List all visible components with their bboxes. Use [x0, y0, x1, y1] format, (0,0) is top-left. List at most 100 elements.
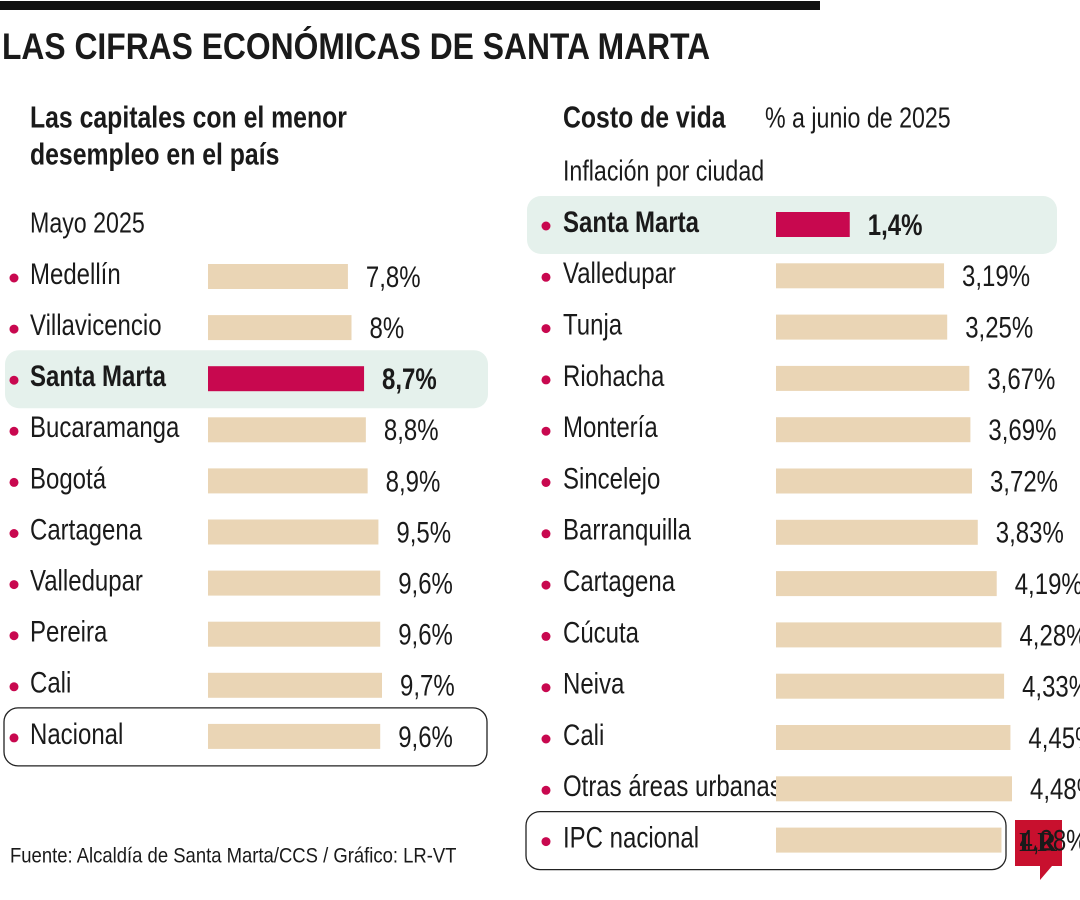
category-label: Otras áreas urbanas [563, 769, 782, 803]
bar [776, 417, 971, 443]
main-title: LAS CIFRAS ECONÓMICAS DE SANTA MARTA [2, 24, 710, 67]
value-label: 9,7% [400, 668, 455, 702]
value-label: 4,19% [1015, 566, 1080, 600]
bar [776, 314, 948, 340]
category-label: Santa Marta [563, 204, 700, 238]
category-label: Nacional [30, 716, 123, 750]
value-label: 8,7% [382, 362, 437, 396]
bullet [541, 221, 551, 231]
value-label: 7,8% [366, 259, 421, 293]
bar [208, 417, 366, 443]
bullet [541, 529, 551, 539]
category-label: Sincelejo [563, 461, 660, 495]
category-label: Cali [563, 717, 604, 751]
category-label: Bogotá [30, 461, 107, 495]
category-label: Cali [30, 665, 71, 699]
value-label: 4,48% [1030, 772, 1080, 806]
bar [208, 315, 352, 341]
value-label: 9,6% [398, 566, 453, 600]
category-label: Valledupar [30, 563, 143, 597]
logo [1015, 820, 1062, 880]
bar [776, 519, 978, 545]
bar [208, 519, 379, 545]
bullet [541, 631, 551, 641]
value-label: 8,9% [386, 464, 441, 498]
bullet [9, 477, 19, 487]
chart-subtitle: Inflación por ciudad [563, 154, 764, 187]
category-label: Cartagena [563, 563, 676, 597]
logo-badge [1015, 820, 1062, 880]
category-label: Villavicencio [30, 307, 162, 341]
bar [776, 673, 1005, 699]
bar [208, 264, 348, 289]
bar [208, 621, 381, 647]
bullet [9, 682, 19, 692]
bullet [9, 426, 19, 436]
category-label: Pereira [30, 614, 108, 648]
bullet [9, 733, 19, 743]
bullet [541, 375, 551, 385]
bullet [9, 324, 19, 334]
bullet [541, 324, 551, 334]
bar [208, 570, 381, 596]
title-line: Las capitales con el menor [30, 101, 354, 135]
bar [208, 672, 382, 698]
category-label: Barranquilla [563, 512, 692, 546]
value-label: 4,28% [1019, 823, 1080, 857]
category-label: Montería [563, 410, 658, 444]
bar [776, 622, 1002, 648]
logo-text: LR [1019, 827, 1057, 857]
bullet [541, 426, 551, 436]
bar [776, 571, 997, 597]
bar [208, 723, 381, 749]
unit-note: % a junio de 2025 [765, 101, 951, 134]
value-label: 4,28% [1019, 618, 1080, 652]
top-rule [0, 1, 820, 10]
value-label: 8,8% [384, 413, 439, 447]
value-label: 3,19% [962, 259, 1030, 293]
value-label: 4,45% [1028, 720, 1080, 754]
category-label: Cartagena [30, 512, 143, 546]
category-label: Bucaramanga [30, 410, 180, 444]
bar [776, 827, 1002, 853]
category-label: IPC nacional [563, 820, 699, 854]
bar [776, 468, 972, 494]
bar [776, 365, 970, 391]
bullet [9, 580, 19, 590]
value-label: 9,6% [398, 617, 453, 651]
value-label: 8% [370, 310, 405, 344]
bar [776, 212, 850, 237]
bar [776, 725, 1011, 750]
value-label: 9,5% [396, 515, 451, 549]
bullet [541, 837, 551, 847]
total-row-box [3, 707, 488, 767]
value-label: 4,33% [1022, 669, 1080, 703]
value-label: 3,67% [987, 361, 1055, 395]
value-label: 3,72% [990, 464, 1058, 498]
bullet [541, 478, 551, 487]
bar [208, 468, 368, 494]
bar [776, 776, 1012, 802]
value-label: 3,25% [965, 310, 1033, 344]
value-label: 3,69% [988, 413, 1056, 447]
chart-title: Las capitales con el menor desempleo en … [30, 101, 354, 172]
value-label: 3,83% [996, 515, 1064, 549]
bar [776, 263, 945, 289]
category-label: Medellín [30, 256, 121, 290]
bullet [541, 683, 551, 693]
bullet [541, 785, 551, 795]
bullet [541, 580, 551, 590]
bar [208, 366, 365, 392]
category-label: Tunja [563, 307, 623, 341]
category-label: Neiva [563, 666, 625, 700]
chart-subtitle: Mayo 2025 [30, 206, 145, 239]
bullet [9, 273, 19, 283]
source: Fuente: Alcaldía de Santa Marta/CCS / Gr… [10, 844, 456, 867]
bullet [9, 529, 19, 538]
total-row-box [525, 810, 1007, 871]
category-label: Riohacha [563, 358, 665, 392]
title-line: desempleo en el país [30, 138, 279, 172]
category-label: Valledupar [563, 256, 676, 290]
